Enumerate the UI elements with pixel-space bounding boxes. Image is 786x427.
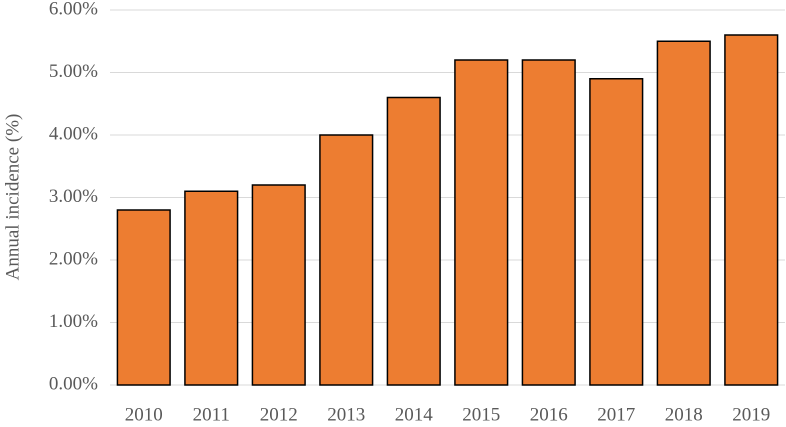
x-tick-label: 2015 (462, 404, 500, 425)
y-tick-label: 6.00% (49, 0, 98, 19)
bar (319, 134, 374, 386)
y-tick-label: 5.00% (49, 61, 98, 82)
x-tick-label: 2011 (193, 404, 230, 425)
bar (251, 184, 306, 386)
bar (724, 34, 779, 386)
x-tick-label: 2016 (530, 404, 568, 425)
x-tick-label: 2018 (665, 404, 703, 425)
x-tick-label: 2017 (597, 404, 635, 425)
y-tick-label: 3.00% (49, 186, 98, 207)
y-tick-label: 0.00% (49, 373, 98, 394)
bar (454, 59, 509, 386)
bar (184, 190, 239, 386)
y-tick-label: 2.00% (49, 248, 98, 269)
x-tick-label: 2012 (260, 404, 298, 425)
bar (656, 40, 711, 386)
x-tick-label: 2014 (395, 404, 434, 425)
bar (386, 96, 441, 386)
bar (116, 209, 171, 386)
bar (589, 78, 644, 386)
x-tick-label: 2010 (125, 404, 163, 425)
y-tick-label: 4.00% (49, 123, 98, 144)
bar (521, 59, 576, 386)
y-axis-label: Annual incidence (%) (2, 114, 23, 281)
x-tick-label: 2013 (327, 404, 365, 425)
y-tick-label: 1.00% (49, 311, 98, 332)
x-tick-label: 2019 (732, 404, 770, 425)
